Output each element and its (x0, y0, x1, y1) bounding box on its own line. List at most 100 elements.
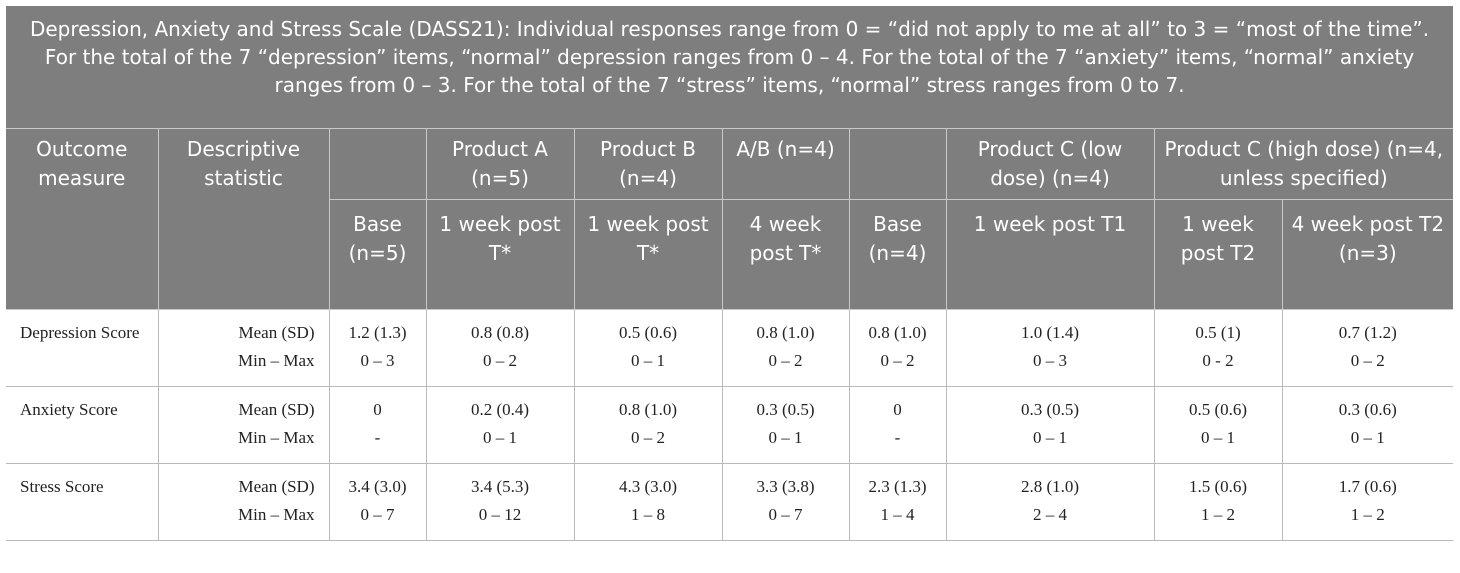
header-group-product-c-high: Product C (high dose) (n=4, unless speci… (1153, 128, 1454, 200)
table-cell: 4.3 (3.0) 1 – 8 (573, 462, 723, 541)
cell-range: 1 – 2 (1350, 504, 1385, 524)
stat-label-range: Min – Max (238, 504, 315, 524)
cell-range: 1 – 8 (631, 504, 665, 524)
cell-range: 2 – 4 (1033, 504, 1067, 524)
stat-label-range: Min – Max (238, 427, 315, 447)
header-timepoint-1wk-b: 1 week post T* (573, 199, 722, 310)
table-cell: 3.4 (3.0) 0 – 7 (328, 462, 427, 541)
cell-mean: 0.2 (0.4) (470, 399, 530, 419)
header-timepoint-4wk-t2: 4 week post T2 (n=3) (1281, 199, 1454, 310)
cell-range: 0 - 2 (1202, 350, 1234, 370)
table-row-depression: Depression Score Mean (SD) Min – Max 1.2 … (6, 308, 1454, 387)
cell-mean: 3.4 (5.3) (470, 476, 530, 496)
table-row-anxiety: Anxiety Score Mean (SD) Min – Max 0- 0.2 … (6, 385, 1454, 464)
header-timepoint-base-c: Base (n=4) (848, 199, 946, 310)
cell-mean: 3.4 (3.0) (348, 476, 407, 496)
cell-range: 0 – 1 (631, 350, 665, 370)
table-cell: 0.3 (0.5) 0 – 1 (721, 385, 850, 464)
cell-range: 0 – 2 (768, 350, 803, 370)
table-cell: 0.3 (0.6) 0 – 1 (1281, 385, 1454, 464)
stat-label-range: Min – Max (238, 350, 315, 370)
header-timepoint-base-a: Base (n=5) (328, 199, 426, 310)
cell-mean: 0.3 (0.5) (756, 399, 815, 419)
table-cell: 0.8 (0.8) 0 – 2 (425, 308, 575, 387)
cell-mean: 1.5 (0.6) (1188, 476, 1248, 496)
table-cell: 1.2 (1.3) 0 – 3 (328, 308, 427, 387)
table-cell: 0.8 (1.0) 0 – 2 (573, 385, 723, 464)
cell-mean: 0 (373, 399, 382, 419)
cell-range: - (374, 427, 381, 447)
table-cell: 0.8 (1.0) 0 – 2 (848, 308, 947, 387)
table-cell: 1.7 (0.6) 1 – 2 (1281, 462, 1454, 541)
row-measure-label: Anxiety Score (6, 385, 159, 464)
cell-range: 0 – 2 (631, 427, 665, 447)
cell-range: 1 – 2 (1201, 504, 1235, 524)
table-cell: 0.3 (0.5) 0 – 1 (945, 385, 1155, 464)
cell-range: 0 – 7 (768, 504, 803, 524)
table-cell: 0.5 (0.6) 0 – 1 (1153, 385, 1283, 464)
header-timepoint-4wk-ab: 4 week post T* (721, 199, 849, 310)
table-row-stress: Stress Score Mean (SD) Min – Max 3.4 (3.0… (6, 462, 1454, 541)
table-caption: Depression, Anxiety and Stress Scale (DA… (6, 6, 1454, 129)
header-timepoint-1wk-a: 1 week post T* (425, 199, 574, 310)
row-stat-labels: Mean (SD) Min – Max (157, 385, 330, 464)
cell-range: 0 – 1 (768, 427, 803, 447)
table-cell: 2.3 (1.3) 1 – 4 (848, 462, 947, 541)
cell-mean: 1.2 (1.3) (348, 322, 407, 342)
row-stat-labels: Mean (SD) Min – Max (157, 308, 330, 387)
cell-range: 0 – 3 (1033, 350, 1067, 370)
table-cell: 0.5 (0.6) 0 – 1 (573, 308, 723, 387)
header-descriptive-statistic: Descriptive statistic (157, 128, 329, 310)
stat-label-mean: Mean (SD) (238, 476, 315, 496)
dass21-table-container: Depression, Anxiety and Stress Scale (DA… (6, 6, 1454, 541)
table-cell: 0- (848, 385, 947, 464)
cell-mean: 2.3 (1.3) (868, 476, 927, 496)
table-cell: 0.5 (1) 0 - 2 (1153, 308, 1283, 387)
header-group-product-a: Product A (n=5) (425, 128, 574, 200)
table-cell: 2.8 (1.0) 2 – 4 (945, 462, 1155, 541)
cell-range: - (894, 427, 901, 447)
cell-mean: 1.7 (0.6) (1338, 476, 1397, 496)
cell-range: 0 – 1 (1201, 427, 1235, 447)
cell-range: 0 – 1 (1350, 427, 1385, 447)
cell-mean: 0.7 (1.2) (1338, 322, 1397, 342)
header-empty-a (328, 128, 426, 200)
row-measure-label: Depression Score (6, 308, 159, 387)
cell-range: 0 – 2 (880, 350, 915, 370)
header-group-ab: A/B (n=4) (721, 128, 849, 200)
cell-range: 1 – 4 (880, 504, 915, 524)
cell-mean: 0.3 (0.6) (1338, 399, 1397, 419)
cell-range: 0 – 2 (483, 350, 517, 370)
cell-mean: 0.5 (0.6) (618, 322, 678, 342)
cell-mean: 0.5 (0.6) (1188, 399, 1248, 419)
cell-mean: 0.8 (1.0) (756, 322, 815, 342)
table-cell: 1.0 (1.4) 0 – 3 (945, 308, 1155, 387)
table-cell: 0.7 (1.2) 0 – 2 (1281, 308, 1454, 387)
cell-range: 0 – 7 (360, 504, 395, 524)
row-measure-label: Stress Score (6, 462, 159, 541)
cell-mean: 0.8 (1.0) (868, 322, 927, 342)
stat-label-mean: Mean (SD) (238, 322, 315, 342)
cell-range: 0 – 3 (360, 350, 395, 370)
table-cell: 0.8 (1.0) 0 – 2 (721, 308, 850, 387)
cell-range: 0 – 1 (1033, 427, 1067, 447)
cell-range: 0 – 2 (1350, 350, 1385, 370)
table-cell: 1.5 (0.6) 1 – 2 (1153, 462, 1283, 541)
table-cell: 3.3 (3.8) 0 – 7 (721, 462, 850, 541)
table-cell: 3.4 (5.3) 0 – 12 (425, 462, 575, 541)
cell-mean: 0.8 (1.0) (618, 399, 678, 419)
cell-mean: 4.3 (3.0) (618, 476, 678, 496)
cell-mean: 1.0 (1.4) (1020, 322, 1080, 342)
table-cell: 0- (328, 385, 427, 464)
header-outcome-measure: Outcome measure (6, 128, 158, 310)
header-timepoint-1wk-t2: 1 week post T2 (1153, 199, 1282, 310)
dass21-table: Depression, Anxiety and Stress Scale (DA… (6, 6, 1454, 541)
cell-range: 0 – 12 (478, 504, 522, 524)
cell-mean: 0.3 (0.5) (1020, 399, 1080, 419)
header-timepoint-1wk-t1: 1 week post T1 (945, 199, 1154, 310)
header-group-product-b: Product B (n=4) (573, 128, 722, 200)
header-empty-c (848, 128, 946, 200)
stat-label-mean: Mean (SD) (238, 399, 315, 419)
cell-mean: 2.8 (1.0) (1020, 476, 1080, 496)
cell-mean: 0.5 (1) (1195, 322, 1241, 342)
